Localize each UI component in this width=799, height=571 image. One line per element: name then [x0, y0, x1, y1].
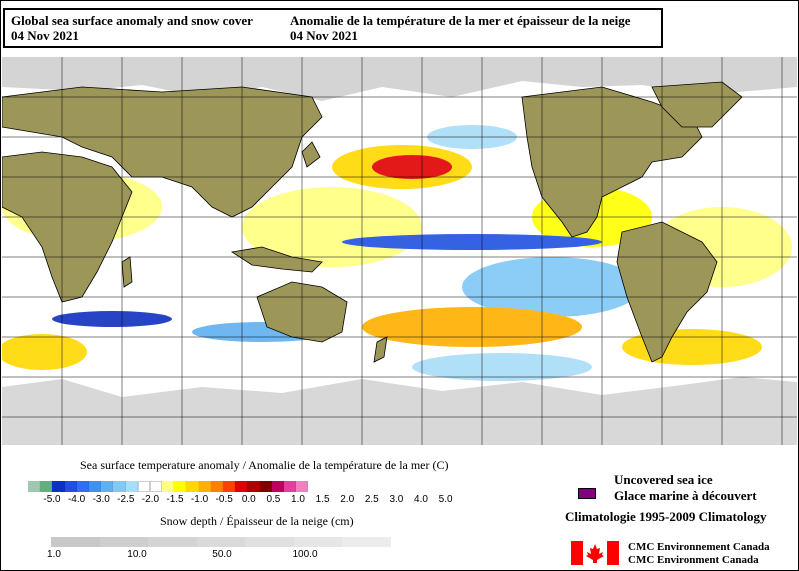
indonesia	[230, 246, 323, 273]
sst-color-cell	[64, 481, 77, 492]
sst-color-cell	[137, 481, 150, 492]
sst-color-cell	[113, 481, 126, 492]
antarctic-ice	[2, 377, 797, 445]
sst-warm-patch	[2, 334, 87, 370]
agency-line-fr: CMC Environnement Canada	[628, 541, 770, 553]
sst-color-cell	[101, 481, 114, 492]
graticule	[2, 57, 797, 445]
snow-color-cell	[293, 537, 343, 547]
snow-tick-labels: 1.0 10.0 50.0 100.0	[47, 549, 391, 563]
sst-tick: 1.5	[315, 494, 330, 505]
canada-flag-icon	[571, 541, 619, 565]
sst-tick: -1.5	[166, 494, 184, 505]
sst-color-cell	[296, 481, 309, 492]
sst-tick: 4.0	[414, 494, 428, 505]
sst-color-cell	[186, 481, 199, 492]
sst-color-cell	[52, 481, 65, 492]
new-zealand	[373, 336, 388, 363]
sst-tick: -2.0	[141, 494, 160, 505]
sst-color-cell	[76, 481, 89, 492]
sst-tick: -1.0	[190, 494, 209, 505]
snow-colorbar	[51, 537, 392, 547]
snow-color-cell	[342, 537, 392, 547]
sst-hot-patch	[372, 155, 452, 179]
sst-tick-labels: -5.0 -4.0 -3.0 -2.5 -2.0 -1.5 -1.0 -0.5 0.0 0.5 1.…	[28, 494, 452, 508]
sst-tick: -3.0	[92, 494, 110, 505]
sst-tick: 5.0	[438, 494, 453, 505]
sst-color-cell	[28, 481, 41, 492]
sst-color-cell	[149, 481, 163, 492]
sst-tick: 2.0	[340, 494, 355, 505]
sst-tick: 0.5	[266, 494, 281, 505]
sst-cold-band	[52, 311, 172, 327]
snow-color-cell	[99, 537, 149, 547]
sst-color-cell	[235, 481, 248, 492]
snow-tick: 50.0	[212, 549, 232, 560]
sst-color-cell	[223, 481, 236, 492]
snow-tick: 1.0	[47, 549, 61, 560]
snow-color-cell	[196, 537, 246, 547]
sea-ice-swatch	[578, 488, 596, 499]
sst-tick: 3.0	[389, 494, 404, 505]
agency-line-en: CMC Environment Canada	[628, 554, 759, 566]
sst-warm-band	[362, 307, 582, 347]
sst-tick: 1.0	[291, 494, 305, 505]
sst-colorbar	[28, 481, 309, 492]
sst-tick: -4.0	[67, 494, 86, 505]
madagascar	[121, 256, 133, 288]
sst-tick: -5.0	[43, 494, 61, 505]
sea-ice-label-en: Uncovered sea ice	[614, 472, 713, 487]
snow-tick: 10.0	[127, 549, 147, 560]
sst-tick: -2.5	[117, 494, 135, 505]
sst-color-cell	[259, 481, 272, 492]
title-en-line1: Global sea surface anomaly and snow cove…	[11, 13, 253, 28]
sst-color-cell	[125, 481, 138, 492]
map-svg	[2, 57, 797, 445]
sst-tick: -0.5	[215, 494, 233, 505]
agency-credit: CMC Environnement Canada CMC Environment…	[628, 541, 770, 567]
sst-color-cell	[174, 481, 187, 492]
sst-tick: 0.0	[241, 494, 256, 505]
snow-color-cell	[148, 537, 197, 547]
title-fr-date: 04 Nov 2021	[290, 28, 358, 43]
sst-color-cell	[162, 481, 175, 492]
japan	[301, 141, 321, 168]
title-box: Global sea surface anomaly and snow cove…	[3, 8, 663, 48]
sst-color-cell	[88, 481, 102, 492]
snow-color-cell	[51, 537, 100, 547]
sst-color-cell	[198, 481, 211, 492]
sst-cold-patch	[462, 257, 642, 317]
sst-color-cell	[210, 481, 223, 492]
title-fr-line1: Anomalie de la température de la mer et …	[290, 13, 631, 28]
title-en-date: 04 Nov 2021	[11, 28, 79, 43]
sst-cold-band	[342, 234, 602, 250]
title-french: Anomalie de la température de la mer et …	[290, 13, 630, 43]
sst-tick: 2.5	[364, 494, 379, 505]
title-english: Global sea surface anomaly and snow cove…	[11, 13, 253, 43]
snow-legend-label: Snow depth / Épaisseur de la neige (cm)	[160, 514, 354, 528]
snow-color-cell	[245, 537, 294, 547]
climatology-label: Climatologie 1995-2009 Climatology	[565, 509, 767, 524]
sst-legend-label: Sea surface temperature anomaly / Anomal…	[80, 458, 449, 472]
sea-ice-legend: Uncovered sea ice Glace marine à découve…	[614, 472, 757, 504]
sst-color-cell	[247, 481, 260, 492]
sst-color-cell	[283, 481, 297, 492]
sst-color-cell	[40, 481, 53, 492]
world-map	[2, 57, 797, 445]
africa	[2, 151, 133, 303]
sst-color-cell	[271, 481, 284, 492]
sea-ice-label-fr: Glace marine à découvert	[614, 488, 757, 503]
sst-cold-patch	[412, 353, 592, 381]
snow-tick: 100.0	[292, 549, 318, 560]
